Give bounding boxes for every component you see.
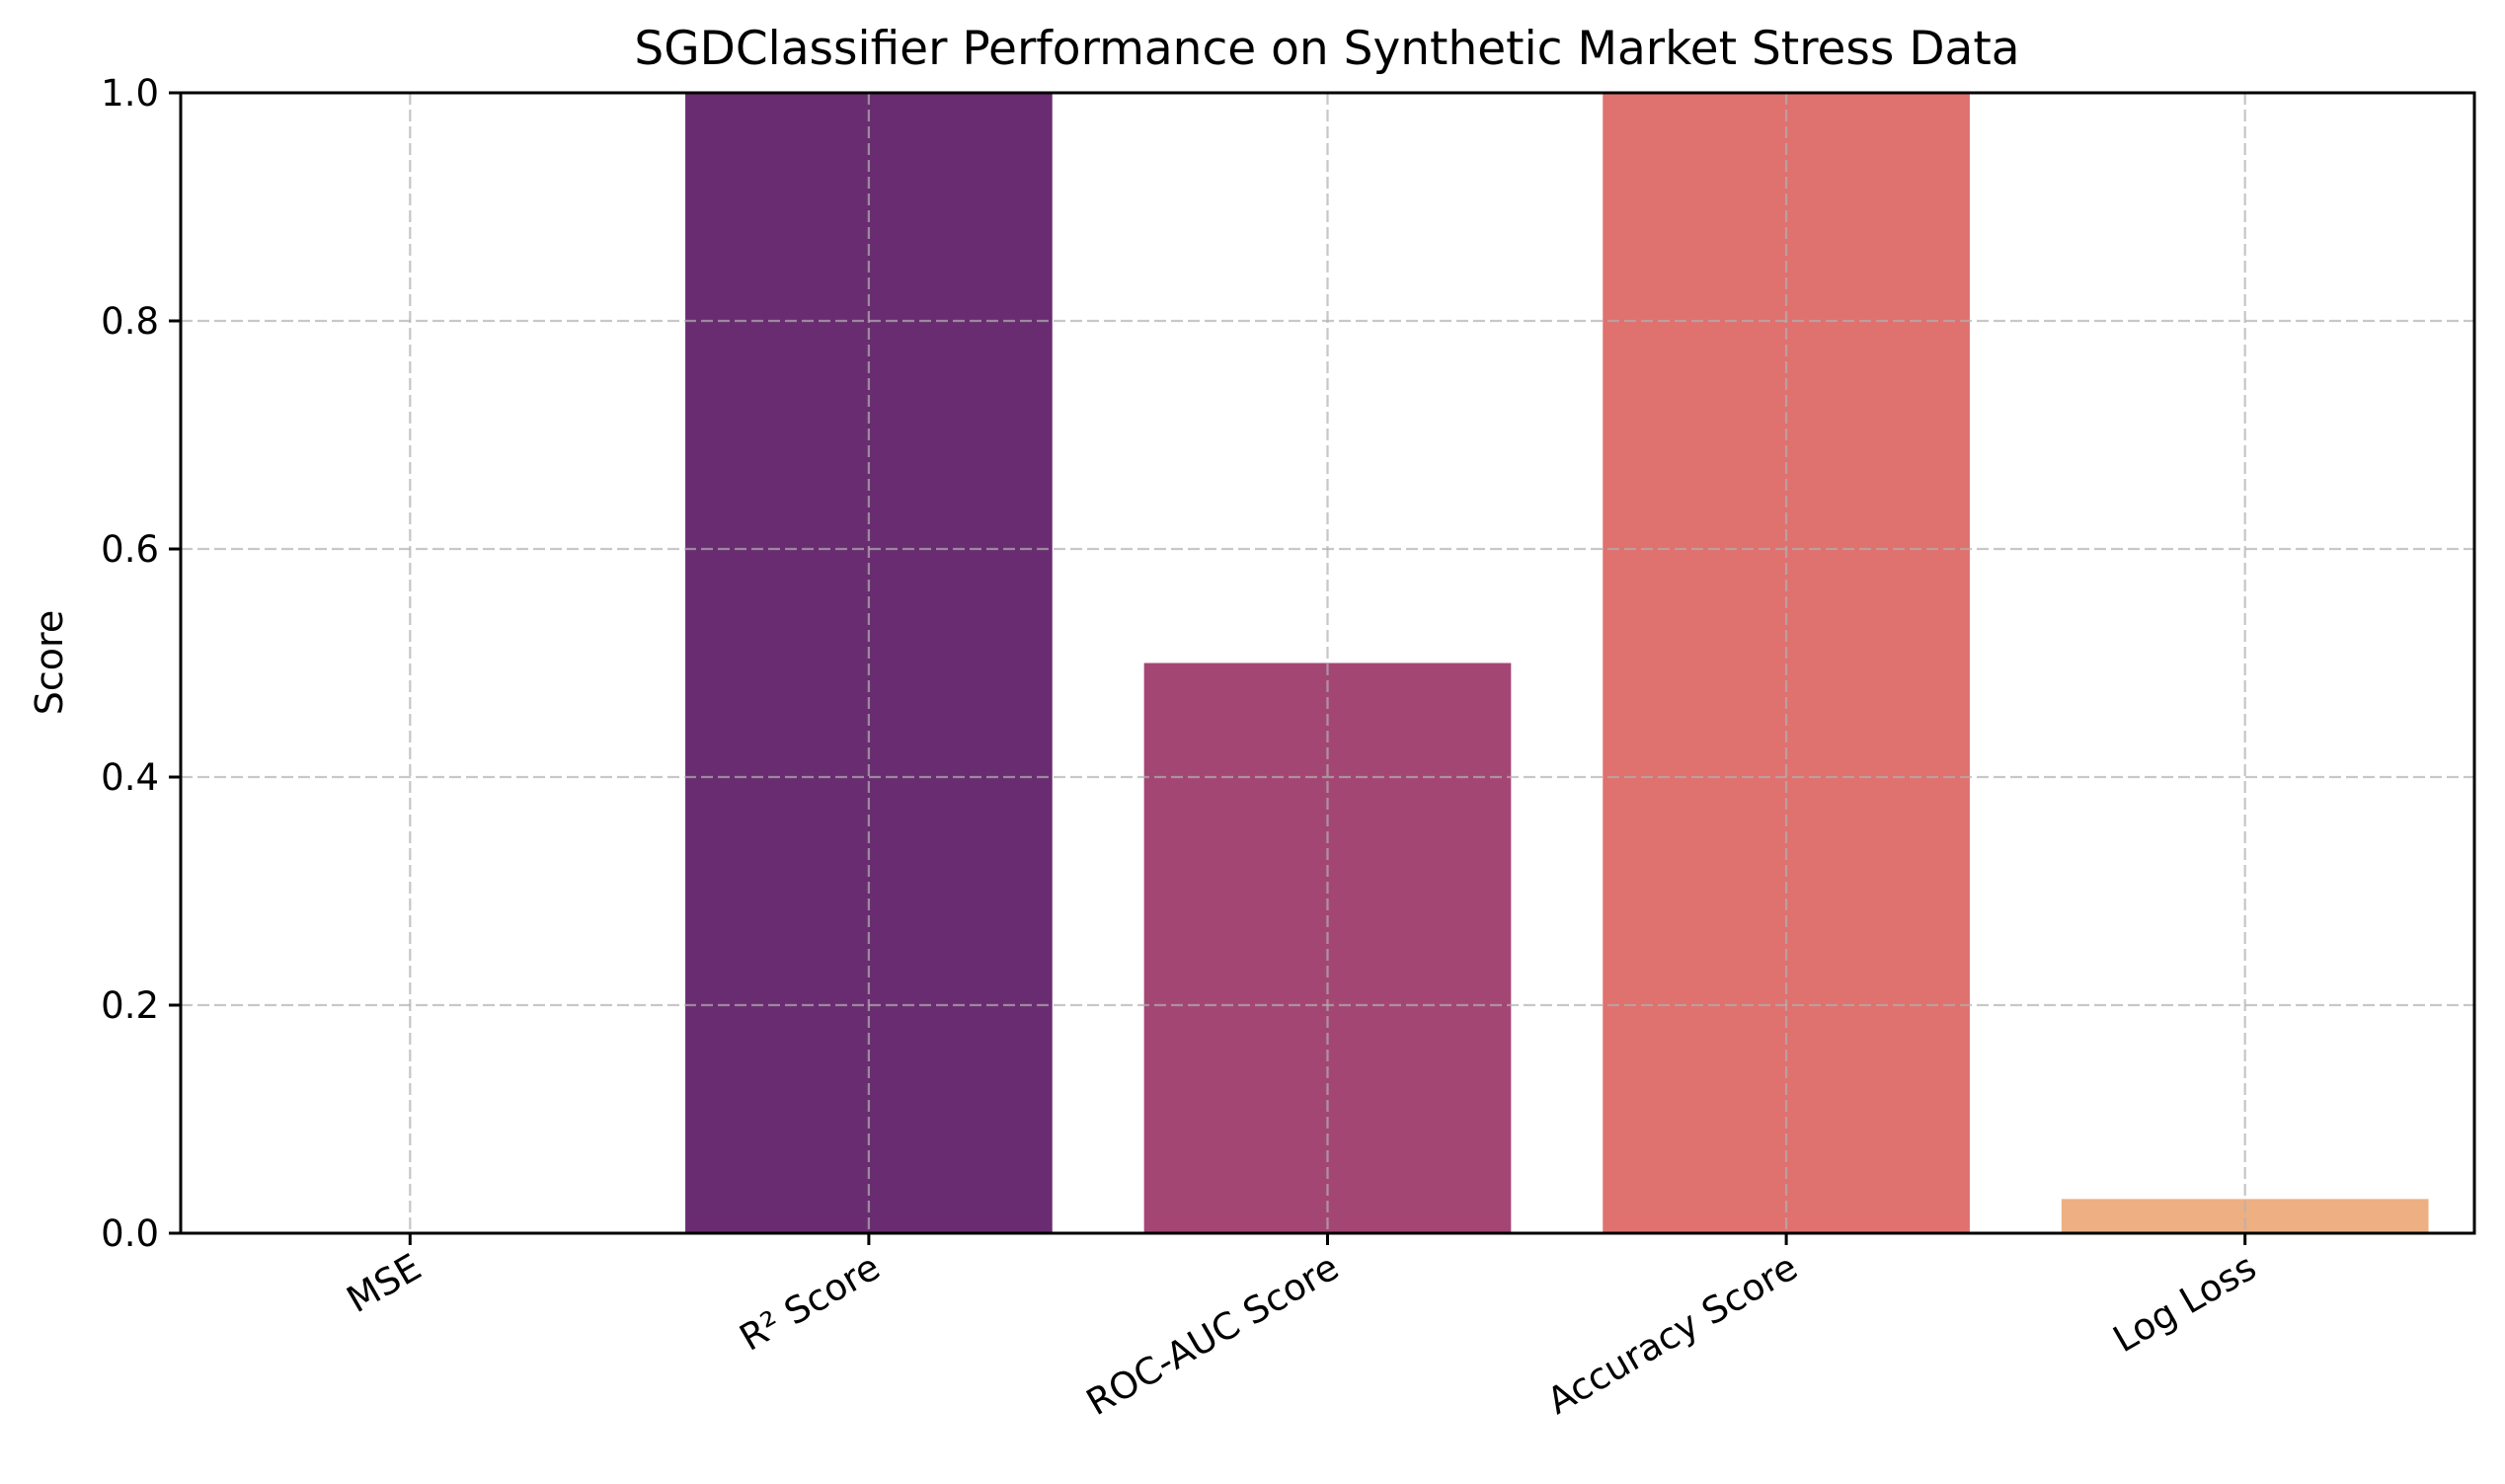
y-tick-label-5: 1.0 bbox=[101, 72, 159, 115]
y-tick-label-0: 0.0 bbox=[101, 1212, 159, 1255]
x-tick-label-1: R² Score bbox=[733, 1246, 888, 1360]
x-tick-label-3: Accuracy Score bbox=[1540, 1246, 1805, 1423]
bars bbox=[685, 93, 2429, 1233]
x-tick-label-2: ROC-AUC Score bbox=[1079, 1246, 1346, 1425]
y-tick-label-2: 0.4 bbox=[101, 756, 159, 799]
chart-title: SGDClassifier Performance on Synthetic M… bbox=[634, 22, 2019, 76]
x-tick-label-0: MSE bbox=[340, 1246, 429, 1322]
x-axis: MSE R² Score ROC-AUC Score Accuracy Score Lo… bbox=[340, 1233, 2263, 1424]
y-tick-label-4: 0.8 bbox=[101, 300, 159, 343]
y-axis: 0.0 0.2 0.4 0.6 0.8 1.0 bbox=[101, 72, 181, 1255]
y-tick-label-3: 0.6 bbox=[101, 528, 159, 571]
x-tick-label-4: Log Loss bbox=[2106, 1246, 2263, 1362]
y-tick-label-1: 0.2 bbox=[101, 984, 159, 1027]
y-axis-label: Score bbox=[28, 610, 71, 715]
grid-lines-front bbox=[181, 93, 2474, 1233]
